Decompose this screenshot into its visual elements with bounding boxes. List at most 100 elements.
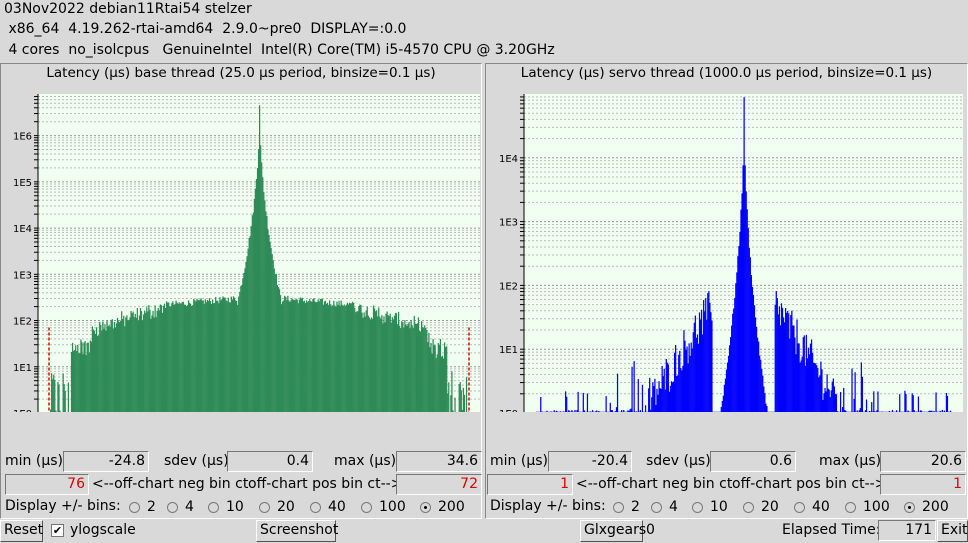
histogram-bar <box>555 410 557 412</box>
histogram-bar <box>777 314 779 412</box>
histogram-bar <box>221 298 223 412</box>
histogram-bar <box>80 339 82 412</box>
radio-indicator[interactable] <box>420 501 431 513</box>
radio-indicator[interactable] <box>259 501 270 513</box>
radio-indicator[interactable] <box>129 501 140 513</box>
histogram-bar <box>260 145 262 412</box>
histogram-bar <box>672 381 675 412</box>
histogram-bar <box>813 362 815 412</box>
histogram-bar <box>790 315 792 412</box>
histogram-bar <box>945 393 948 412</box>
histogram-bar <box>276 284 279 412</box>
histogram-bar <box>240 286 242 412</box>
histogram-bar <box>826 374 828 412</box>
glxgears-button[interactable]: Glxgears <box>580 520 646 542</box>
histogram-bar <box>325 303 328 412</box>
histogram-bar <box>876 410 878 412</box>
ylogscale-checkbox[interactable]: ✔ <box>51 524 64 537</box>
histogram-bar <box>748 247 750 412</box>
histogram-bar <box>382 323 384 412</box>
base-thread-title: Latency (µs) base thread (25.0 µs period… <box>46 65 436 81</box>
histogram-bar <box>275 273 277 412</box>
histogram-bar <box>220 300 222 412</box>
radio-indicator[interactable] <box>845 501 856 513</box>
histogram-bar <box>159 304 161 412</box>
radio-indicator[interactable] <box>743 501 754 513</box>
bins-radio-200[interactable]: 200 <box>420 499 465 515</box>
radio-indicator[interactable] <box>361 501 372 513</box>
bins-radio-2[interactable]: 2 <box>613 499 640 515</box>
bins-radio-20[interactable]: 20 <box>743 499 779 515</box>
bins-radio-40[interactable]: 40 <box>794 499 830 515</box>
histogram-bar <box>800 360 802 412</box>
histogram-bar <box>190 303 192 412</box>
bins-radio-20[interactable]: 20 <box>259 499 295 515</box>
histogram-bar <box>70 351 73 412</box>
histogram-bar <box>865 399 868 412</box>
bins-radio-4[interactable]: 4 <box>651 499 678 515</box>
radio-indicator[interactable] <box>651 501 662 513</box>
histogram-bar <box>253 198 256 412</box>
bins-radio-200[interactable]: 200 <box>904 499 949 515</box>
histogram-bar <box>193 298 195 412</box>
histogram-bar <box>191 305 193 412</box>
radio-indicator[interactable] <box>794 501 805 513</box>
radio-indicator[interactable] <box>208 501 219 513</box>
glxgears-value: 0 <box>646 522 655 538</box>
histogram-bar <box>348 302 351 412</box>
histogram-bar <box>133 317 135 412</box>
histogram-bar <box>671 382 674 412</box>
histogram-bar <box>569 411 571 412</box>
max-label: max (µs) <box>334 453 397 469</box>
histogram-bar <box>644 405 647 412</box>
radio-indicator[interactable] <box>904 501 915 513</box>
histogram-bar <box>90 341 92 412</box>
neg-bin-label: <--off-chart neg bin ct <box>92 476 249 492</box>
histogram-bar <box>869 410 871 412</box>
bins-radio-10[interactable]: 10 <box>692 499 728 515</box>
histogram-bar <box>200 298 202 412</box>
histogram-bar <box>87 342 89 412</box>
radio-indicator[interactable] <box>692 501 703 513</box>
histogram-bar <box>391 317 393 412</box>
histogram-bar <box>222 296 224 412</box>
bins-radio-40[interactable]: 40 <box>310 499 346 515</box>
radio-indicator[interactable] <box>167 501 178 513</box>
histogram-bar <box>733 308 735 412</box>
histogram-bar <box>206 299 208 412</box>
histogram-bar <box>241 284 243 412</box>
histogram-bar <box>828 389 830 412</box>
reset-button[interactable]: Reset <box>0 520 43 542</box>
histogram-bar <box>243 272 245 412</box>
histogram-bar <box>859 408 861 412</box>
radio-indicator[interactable] <box>613 501 624 513</box>
bins-radio-100[interactable]: 100 <box>361 499 406 515</box>
radio-label: 40 <box>812 499 830 515</box>
histogram-bar <box>139 308 142 412</box>
screenshot-button[interactable]: Screenshot <box>256 520 338 542</box>
bins-radio-100[interactable]: 100 <box>845 499 890 515</box>
bins-radio-4[interactable]: 4 <box>167 499 194 515</box>
bins-radio-2[interactable]: 2 <box>129 499 156 515</box>
histogram-bar <box>314 301 316 412</box>
histogram-bar <box>744 165 746 412</box>
histogram-bar <box>559 411 562 412</box>
histogram-bar <box>129 317 131 412</box>
histogram-bar <box>367 315 369 412</box>
histogram-bar <box>271 254 273 412</box>
exit-button[interactable]: Exit <box>937 520 968 542</box>
histogram-bar <box>723 384 726 412</box>
histogram-bar <box>99 321 101 412</box>
histogram-bar <box>664 389 666 412</box>
max-label: max (µs) <box>819 453 882 469</box>
histogram-bar <box>694 315 696 412</box>
histogram-bar <box>438 344 440 412</box>
pos-bin-label: off-chart pos bin ct--> <box>248 476 403 492</box>
histogram-bar <box>270 247 272 412</box>
bins-radio-10[interactable]: 10 <box>208 499 244 515</box>
histogram-bar <box>661 365 663 412</box>
radio-indicator[interactable] <box>310 501 321 513</box>
histogram-bar <box>231 299 234 412</box>
histogram-bar <box>699 319 702 412</box>
histogram-bar <box>904 390 906 412</box>
